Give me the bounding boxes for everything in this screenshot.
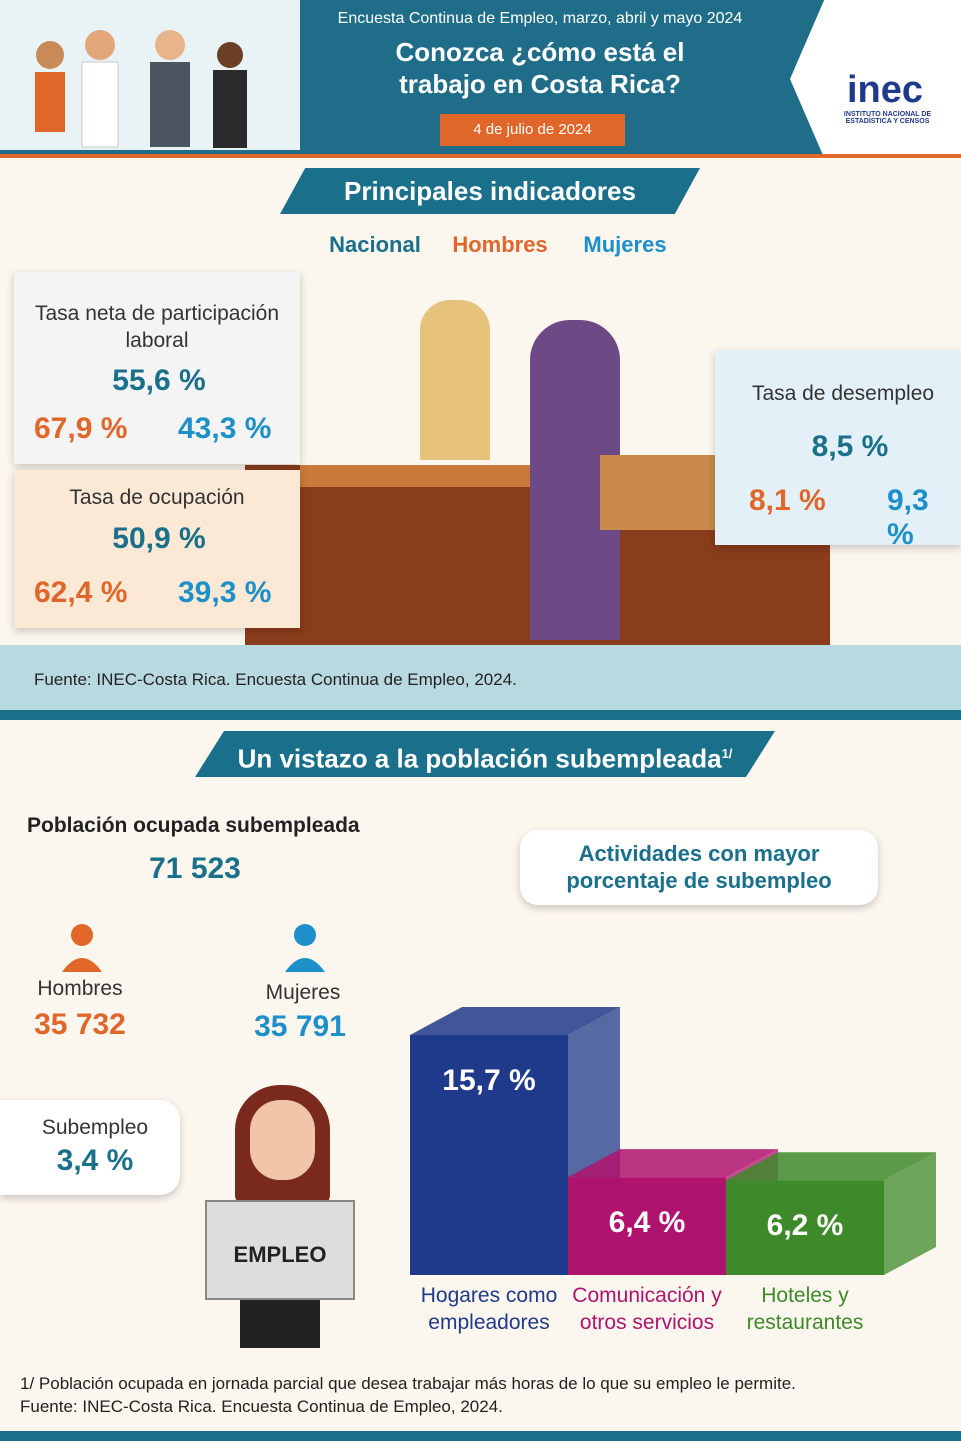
value-label: 6,2 %	[767, 1209, 844, 1242]
newspaper: EMPLEO	[205, 1200, 355, 1300]
indicator-hombres: 67,9 %	[34, 412, 128, 445]
workers	[35, 30, 247, 148]
header-title: Conozca ¿cómo está el trabajo en Costa R…	[395, 37, 685, 99]
indicator-mujeres: 9,3 %	[887, 484, 929, 551]
logo-sub: INSTITUTO NACIONAL DE ESTADÍSTICA Y CENS…	[843, 111, 932, 125]
block-top	[568, 1149, 778, 1178]
header-subtitle: Encuesta Continua de Empleo, marzo, abri…	[337, 10, 743, 27]
men: 35 732	[34, 1008, 126, 1041]
value-label: 6,4 %	[609, 1206, 686, 1239]
block-top	[726, 1152, 936, 1181]
men-label: Hombres	[37, 977, 123, 1000]
box	[600, 455, 715, 530]
block-top	[410, 1007, 620, 1035]
indicator-card: Tasa neta de participación laboral 55,6 …	[14, 272, 300, 464]
indicator-nacional: 50,9 %	[112, 522, 206, 555]
indicator-nacional: 8,5 %	[811, 430, 889, 463]
source-bar	[0, 645, 961, 710]
activities-title: Actividades con mayor porcentaje de sube…	[520, 830, 878, 905]
indicator-label: Tasa de desempleo	[751, 382, 935, 405]
total-label: Población ocupada subempleada	[27, 814, 360, 837]
source: Fuente: INEC-Costa Rica. Encuesta Contin…	[34, 670, 517, 689]
category-label: Hoteles y restaurantes	[746, 1284, 864, 1334]
indicator-label: Tasa de ocupación	[69, 486, 245, 509]
category-label: Hogares como empleadores	[420, 1284, 558, 1334]
indicator-card: Tasa de ocupación 50,9 % 62,4 % 39,3 %	[14, 470, 300, 628]
legend-mujeres: Mujeres	[583, 232, 667, 257]
legend-nacional: Nacional	[329, 232, 421, 257]
heading-text: Un vistazo a la población subempleada	[237, 743, 722, 774]
indicator-mujeres: 43,3 %	[178, 412, 272, 445]
total: 71 523	[149, 852, 241, 885]
indicator-hombres: 8,1 %	[749, 484, 826, 517]
logo: inec	[846, 69, 924, 111]
reader-body	[240, 1300, 320, 1348]
blocks: 15,7 % 6,4 % 6,2 %	[410, 1007, 936, 1275]
women: 35 791	[254, 1010, 346, 1043]
indicator-hombres: 62,4 %	[34, 576, 128, 609]
rate-card: Subempleo 3,4 %	[0, 1100, 180, 1195]
block	[410, 1035, 568, 1275]
indicator-label: Tasa neta de participación laboral	[35, 302, 279, 352]
divider	[0, 710, 961, 720]
block	[568, 1177, 726, 1275]
person-icons	[62, 924, 325, 972]
heading-note: 1/	[721, 746, 733, 761]
section-heading: Un vistazo a la población subempleada1/	[195, 731, 775, 777]
source: Fuente: INEC-Costa Rica. Encuesta Contin…	[20, 1397, 503, 1416]
category-label: Comunicación y otros servicios	[572, 1284, 722, 1334]
indicator-card: Tasa de desempleo 8,5 % 8,1 % 9,3 %	[715, 350, 961, 551]
logo-box	[790, 0, 961, 158]
section-heading: Principales indicadores	[280, 168, 700, 214]
rate-label: Subempleo	[41, 1116, 149, 1139]
header-illustration	[0, 0, 300, 150]
barista	[420, 300, 490, 460]
date-badge: 4 de julio de 2024	[440, 114, 625, 146]
block-side	[884, 1152, 936, 1275]
activities-chart: 15,7 % 6,4 % 6,2 % Hogares como empleadores…	[405, 950, 955, 1340]
rate: 3,4 %	[56, 1144, 134, 1177]
indicator-mujeres: 39,3 %	[178, 576, 272, 609]
footnote: 1/ Población ocupada en jornada parcial …	[20, 1374, 796, 1393]
indicator-nacional: 55,6 %	[112, 364, 206, 397]
value-label: 15,7 %	[442, 1064, 535, 1097]
header-rule	[0, 154, 961, 158]
reader-face	[250, 1100, 315, 1180]
legend-hombres: Hombres	[452, 232, 548, 257]
block	[726, 1180, 884, 1275]
women-label: Mujeres	[265, 981, 341, 1004]
footer-rule	[0, 1431, 961, 1441]
